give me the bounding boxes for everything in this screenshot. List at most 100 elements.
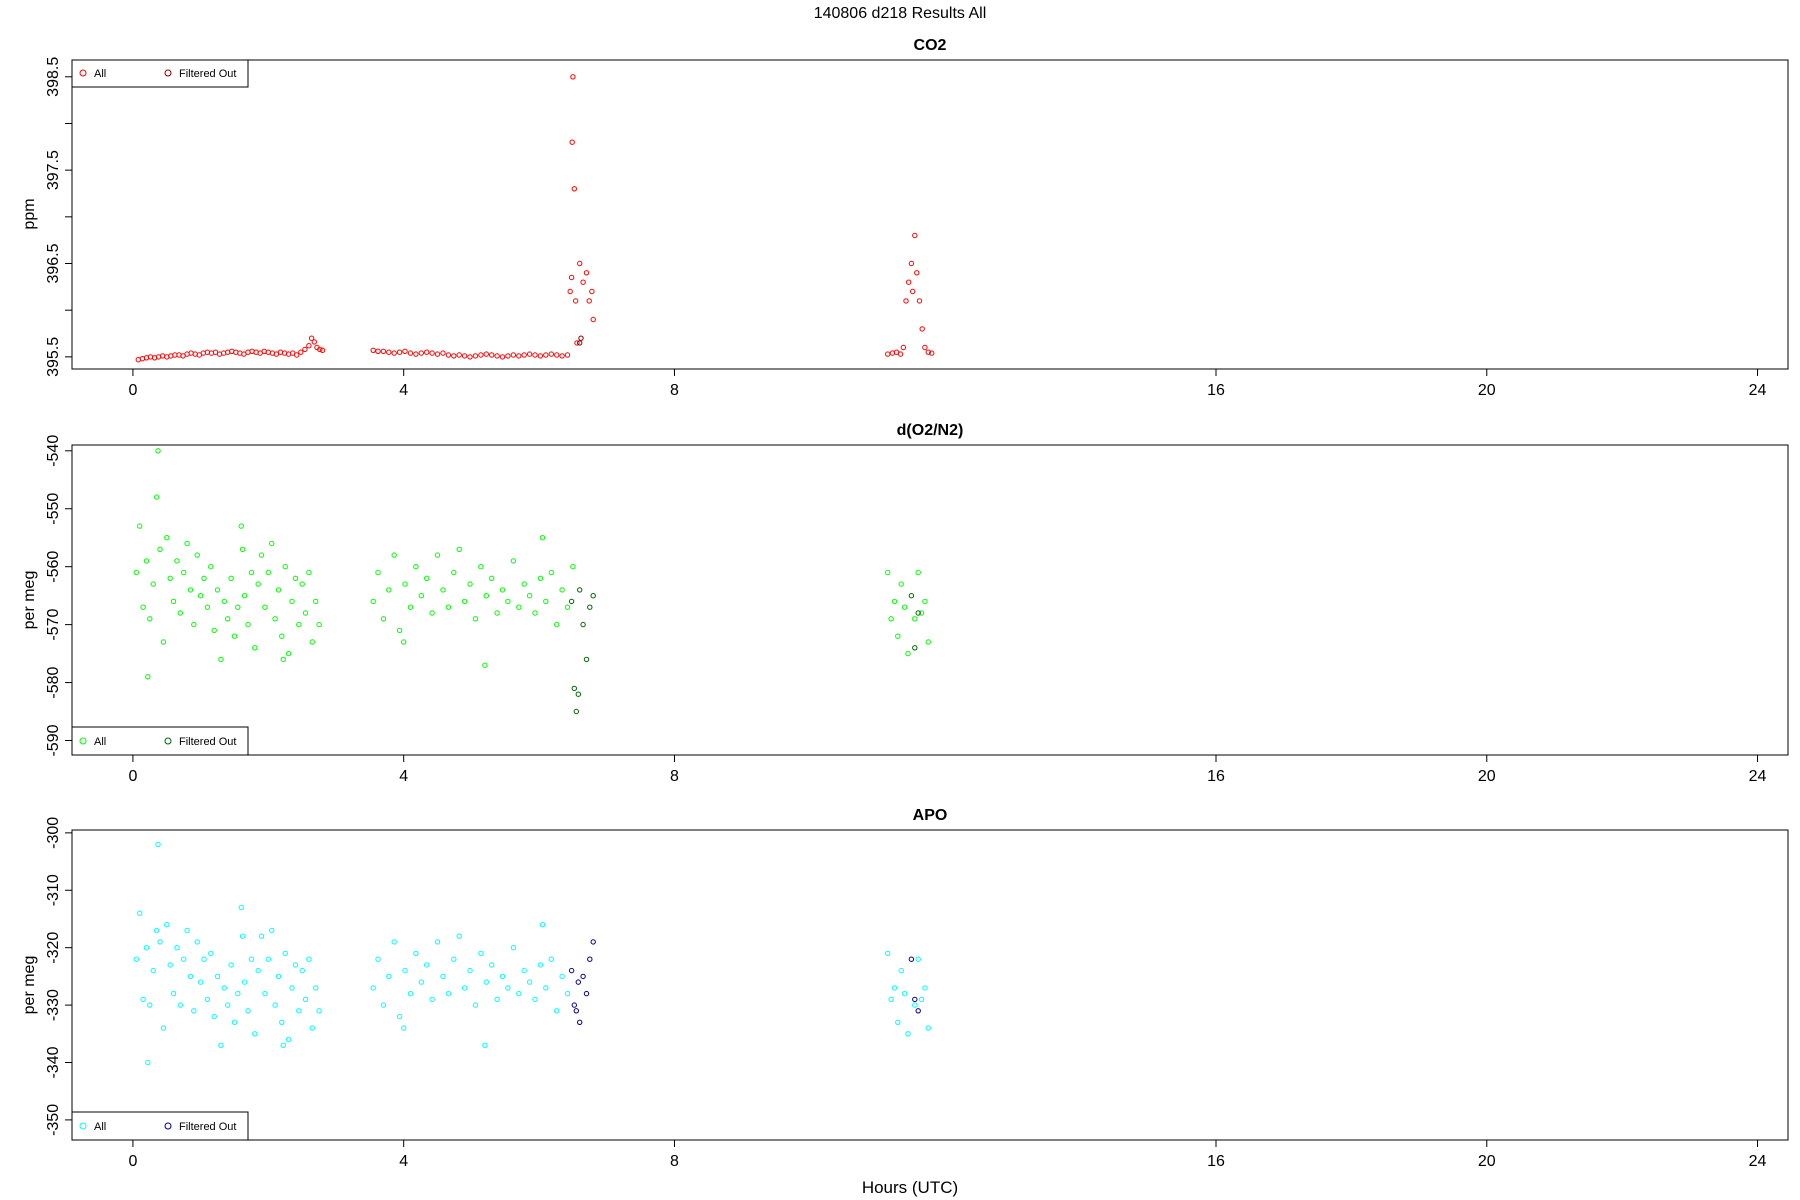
co2-axis-ticks: 0 4 8 16 20 24 395.5 396.5 397.5 398.5: [45, 57, 1767, 399]
apo-point-all: [537, 962, 544, 968]
apo-point-all: [445, 990, 452, 997]
apo-y-tick-label: -340: [45, 1046, 62, 1078]
apo-point-all: [539, 922, 546, 928]
o2n2-legend-label-filtered: Filtered Out: [179, 736, 236, 748]
o2n2-point-all: [296, 621, 302, 628]
apo-legend-marker-all: [79, 1122, 87, 1130]
o2n2-y-tick-label: -550: [45, 493, 62, 525]
co2-point-all: [521, 352, 527, 358]
apo-y-tick-label: -300: [45, 817, 62, 849]
apo-x-tick-label: 16: [1207, 1153, 1225, 1170]
o2n2-point-all: [526, 593, 533, 599]
apo-point-filtered: [590, 939, 596, 945]
co2-point-all: [908, 260, 915, 267]
apo-point-all: [140, 996, 146, 1003]
apo-point-all: [275, 973, 282, 980]
co2-point-all: [570, 74, 576, 80]
apo-point-all: [299, 967, 305, 974]
o2n2-point-all: [456, 546, 462, 552]
o2n2-point-all: [386, 587, 392, 593]
apo-point-all: [211, 1013, 217, 1020]
o2n2-legend-marker-all: [79, 737, 87, 745]
apo-point-all: [235, 990, 241, 997]
o2n2-point-all: [184, 540, 190, 547]
co2-point-all: [526, 351, 533, 357]
o2n2-point-all: [208, 564, 214, 570]
o2n2-point-all: [564, 604, 571, 610]
apo-point-all: [258, 933, 265, 939]
apo-point-all: [925, 1025, 931, 1031]
apo-point-all: [167, 962, 173, 968]
apo-y-tick-label: -350: [45, 1104, 62, 1136]
o2n2-point-all: [313, 598, 319, 605]
apo-point-filtered: [908, 956, 915, 962]
co2-point-filtered: [578, 335, 584, 341]
apo-point-all: [380, 1002, 387, 1008]
x-axis-label: Hours (UTC): [862, 1178, 958, 1197]
apo-point-all: [218, 1042, 224, 1049]
apo-point-all: [922, 985, 928, 991]
apo-point-all: [272, 1002, 278, 1008]
apo-point-all: [918, 996, 925, 1003]
o2n2-y-tick-label: -570: [45, 609, 62, 641]
apo-point-all: [391, 939, 397, 945]
o2n2-point-all: [133, 569, 140, 576]
co2-point-all: [586, 298, 592, 304]
o2n2-y-axis-label: per meg: [21, 571, 38, 630]
o2n2-point-all: [214, 587, 221, 593]
apo-point-filtered: [912, 996, 918, 1003]
o2n2-point-all: [164, 535, 170, 541]
o2n2-point-all: [194, 552, 200, 558]
o2n2-panel: d(O2/N2) per meg 0 4 8 16 20 24 -590 -580 -570 -5…: [21, 422, 1789, 785]
apo-point-all: [289, 985, 295, 991]
apo-point-all: [231, 1019, 238, 1025]
o2n2-axis-ticks: 0 4 8 16 20 24 -590 -580 -570 -560 -550 -540: [45, 435, 1767, 785]
o2n2-point-all: [918, 610, 925, 616]
co2-x-tick-label: 20: [1478, 382, 1496, 399]
apo-point-filtered: [568, 967, 575, 974]
o2n2-point-filtered: [590, 593, 596, 599]
o2n2-point-all: [191, 621, 197, 628]
co2-point-all: [516, 353, 522, 359]
apo-point-all: [147, 1002, 153, 1008]
apo-point-all: [912, 1002, 918, 1008]
apo-y-tick-label: -320: [45, 932, 62, 964]
co2-panel: CO2 ppm 0 4 8 16 20 24 395.5 396.5 397.5 398.5 Al…: [21, 37, 1789, 399]
co2-point-all: [429, 350, 435, 356]
o2n2-point-all: [157, 546, 163, 552]
apo-legend-marker-filtered: [164, 1122, 172, 1130]
o2n2-point-all: [285, 650, 292, 657]
o2n2-point-all: [401, 639, 407, 645]
co2-legend: All Filtered Out: [71, 59, 249, 88]
o2n2-x-tick-label: 24: [1749, 768, 1767, 785]
o2n2-point-filtered: [568, 598, 575, 605]
o2n2-point-all: [489, 575, 495, 581]
apo-point-all: [208, 950, 214, 957]
o2n2-point-all: [424, 575, 430, 581]
o2n2-legend-marker-filtered: [164, 737, 172, 745]
apo-point-all: [238, 904, 244, 911]
co2-point-all: [445, 352, 452, 358]
co2-point-all: [564, 352, 571, 358]
o2n2-point-all: [570, 564, 576, 570]
o2n2-point-all: [885, 569, 891, 576]
o2n2-point-all: [510, 558, 517, 564]
o2n2-point-all: [218, 656, 224, 663]
apo-point-all: [424, 962, 430, 968]
apo-point-all: [187, 973, 194, 980]
apo-point-all: [316, 1008, 322, 1014]
o2n2-point-all: [901, 604, 908, 610]
apo-point-all: [915, 956, 921, 962]
apo-point-all: [201, 956, 207, 962]
apo-point-all: [302, 996, 309, 1003]
o2n2-point-filtered: [915, 610, 921, 616]
o2n2-point-filtered: [580, 621, 586, 628]
apo-panel-title: APO: [913, 807, 948, 824]
co2-y-tick-label: 398.5: [45, 57, 62, 97]
o2n2-point-all: [258, 552, 265, 558]
o2n2-point-all: [153, 494, 160, 500]
apo-point-all: [888, 996, 894, 1003]
co2-point-all: [567, 288, 573, 295]
o2n2-legend-label-all: All: [94, 736, 106, 748]
